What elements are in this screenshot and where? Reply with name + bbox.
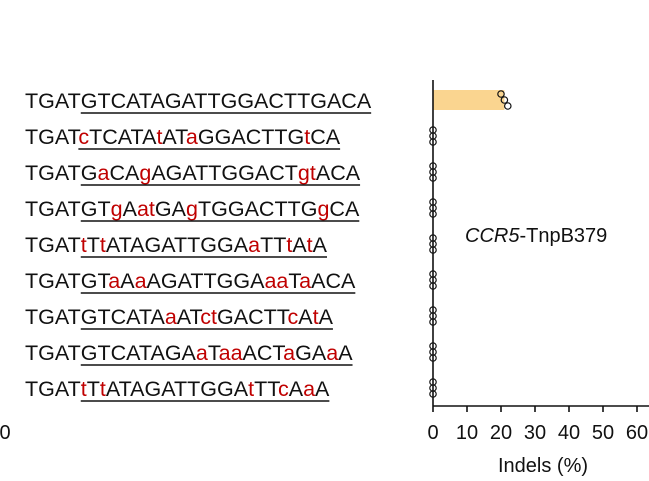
x-tick-label: 10 — [456, 422, 478, 444]
y-tick-label: TGATGTgAatGAgTGGACTTGgCA — [25, 197, 360, 221]
replicate-dot — [500, 96, 509, 104]
x-tick-label: 0 — [427, 422, 438, 444]
y-tick-label: TGATtTtATAGATTGGAtTTcAaA — [25, 377, 330, 401]
bar — [433, 90, 505, 110]
x-tick-label: 30 — [524, 422, 546, 444]
y-tick-label: TGATtTtATAGATTGGAaTTtAtA — [25, 233, 328, 257]
y-tick-label: TGATGTCATAGATTGGACTTGACA — [25, 89, 372, 113]
left-panel-tick-label: 0 — [0, 422, 11, 444]
y-tick-label: TGATGaCAgAGATTGGACTgtACA — [25, 161, 361, 185]
y-tick-label: TGATcTCATAtATaGGACTTGtCA — [25, 125, 341, 149]
annotation: CCR5-TnpB379 — [465, 225, 607, 247]
replicate-dot — [497, 90, 505, 98]
y-tick-label: TGATGTCATAGAaTaaACTaGAaA — [25, 341, 353, 365]
x-tick-label: 60 — [626, 422, 648, 444]
x-tick-label: 50 — [592, 422, 614, 444]
x-tick-label: 20 — [490, 422, 512, 444]
annotation-gene: CCR5 — [465, 225, 520, 247]
x-tick-label: 40 — [558, 422, 580, 444]
annotation-text: -TnpB379 — [519, 225, 607, 247]
replicate-dot — [503, 102, 512, 110]
x-axis-title: Indels (%) — [498, 455, 588, 477]
y-tick-label: TGATGTCATAaATctGACTTcAtA — [25, 305, 334, 329]
y-tick-label: TGATGTaAaAGATTGGAaaTaACA — [25, 269, 356, 293]
